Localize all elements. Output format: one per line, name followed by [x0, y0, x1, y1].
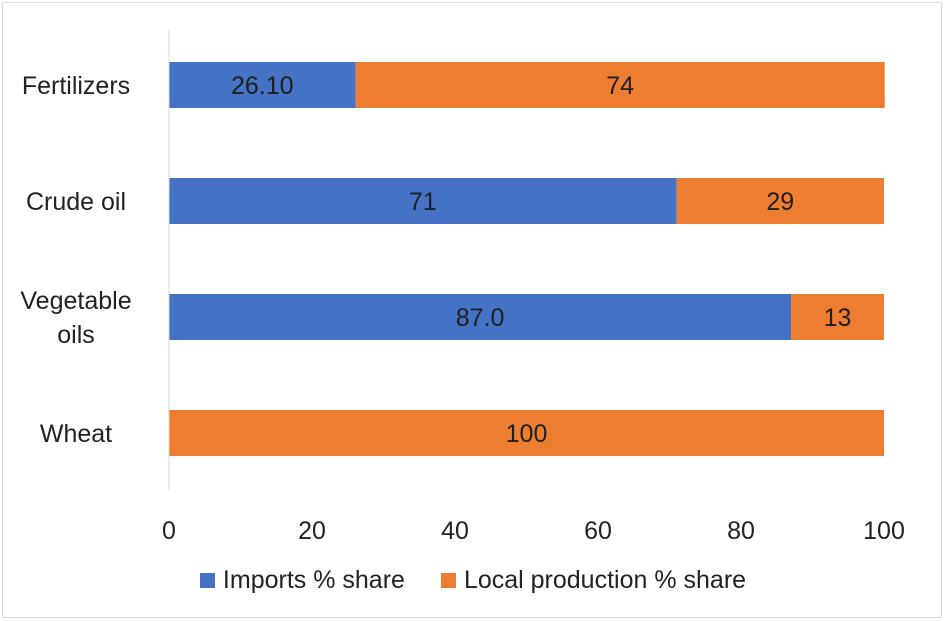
bar-fertilizers-imports-share: [169, 62, 356, 108]
x-tick-label-100: 100: [863, 517, 905, 545]
legend-item-local-production: Local production % share: [440, 565, 747, 595]
data-label-crude-oil-local-production-share: 29: [766, 188, 794, 216]
x-tick-label-40: 40: [441, 517, 469, 545]
bar-vegetable-oils-local-production-share: [791, 294, 884, 340]
axis-layer: Fertilizers Crude oil Vegetable oils Wheat 0 2…: [20, 30, 905, 545]
x-tick-label-80: 80: [727, 517, 755, 545]
category-label-crude-oil: Crude oil: [26, 188, 126, 216]
legend: Imports % share Local production % share: [0, 563, 946, 597]
x-tick-label-60: 60: [584, 517, 612, 545]
legend-item-imports: Imports % share: [199, 565, 405, 595]
x-tick-label-0: 0: [162, 517, 176, 545]
bars-layer: [169, 62, 885, 456]
data-label-vegetable-oils-local-production-share: 13: [824, 304, 852, 332]
data-label-crude-oil-imports-share: 71: [409, 188, 437, 216]
category-label-fertilizers: Fertilizers: [22, 72, 130, 100]
legend-label-imports: Imports % share: [222, 565, 405, 594]
bar-crude-oil-imports-share: [169, 178, 677, 224]
bar-crude-oil-local-production-share: [676, 178, 884, 224]
legend-swatch-imports: [199, 572, 215, 588]
data-label-fertilizers-local-production-share: 74: [606, 72, 634, 100]
data-label-vegetable-oils-imports-share: 87.0: [456, 304, 505, 332]
legend-label-local-production: Local production % share: [463, 565, 747, 594]
legend-swatch-local-production: [440, 572, 456, 588]
category-label-wheat: Wheat: [40, 420, 112, 448]
x-tick-label-20: 20: [298, 517, 326, 545]
data-labels-layer: 26.10 74 71 29 87.0 13 100: [231, 72, 851, 448]
category-label-vegetable-oils: Vegetable oils: [20, 287, 131, 349]
data-label-fertilizers-imports-share: 26.10: [231, 72, 294, 100]
bar-vegetable-oils-imports-share: [169, 294, 792, 340]
bar-wheat-local-production-share: [169, 410, 884, 456]
data-label-wheat-local-production-share: 100: [506, 420, 548, 448]
bar-fertilizers-local-production-share: [355, 62, 885, 108]
